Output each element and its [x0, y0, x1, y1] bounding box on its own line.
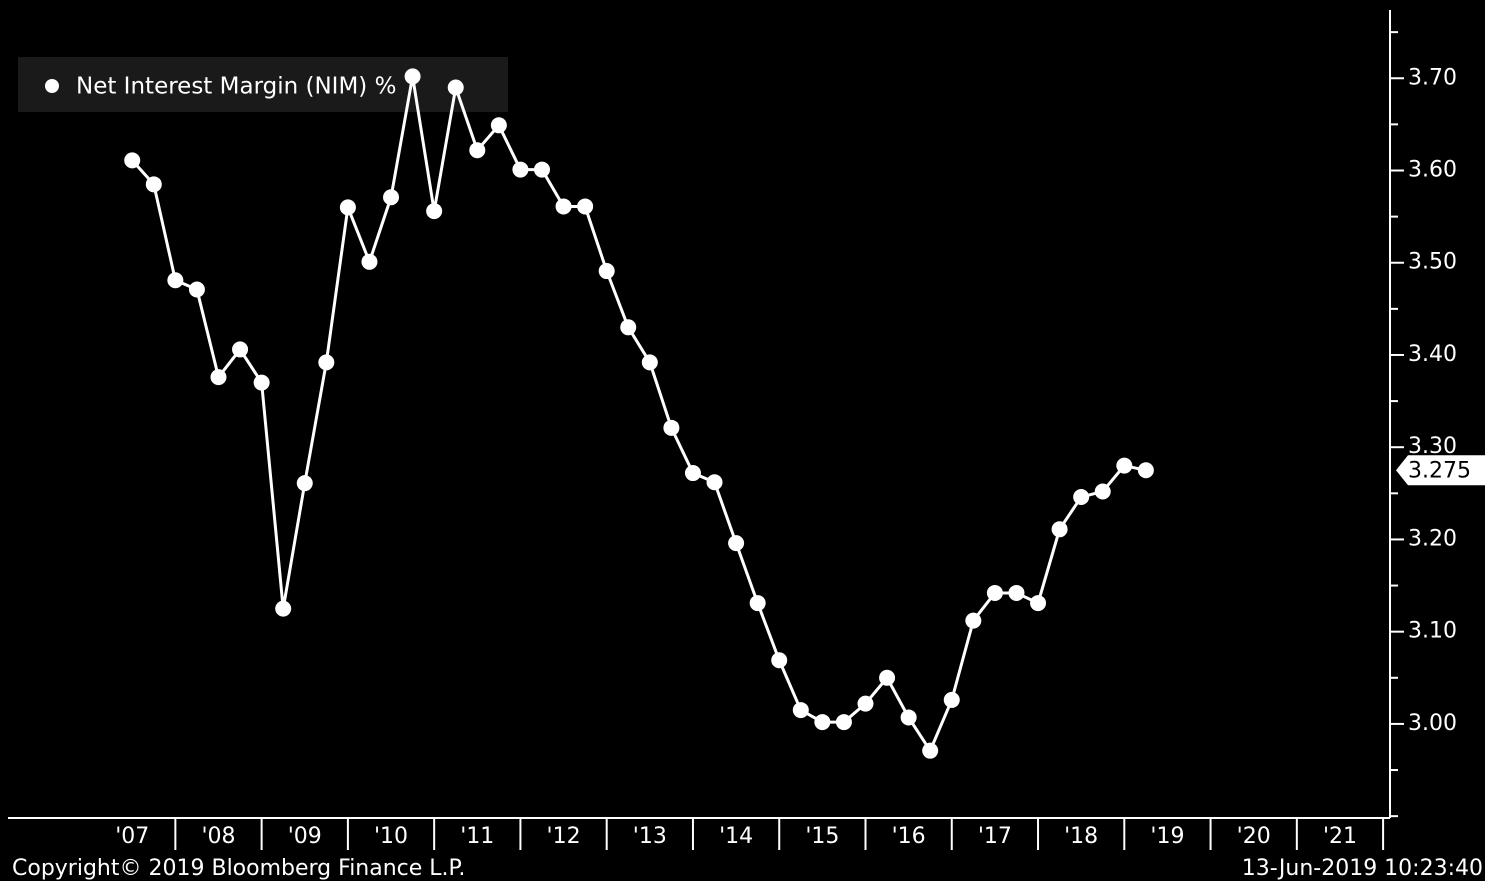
- data-point: [533, 161, 550, 178]
- data-point: [814, 714, 831, 731]
- x-tick-label: '20: [1237, 824, 1271, 849]
- data-point: [555, 198, 572, 215]
- data-point: [1073, 489, 1090, 506]
- x-tick-label: '19: [1150, 824, 1184, 849]
- x-tick-label: '07: [115, 824, 149, 849]
- data-point: [577, 198, 594, 215]
- x-tick-label: '10: [374, 824, 408, 849]
- data-point: [749, 595, 766, 612]
- data-point: [447, 79, 464, 96]
- data-point: [232, 341, 249, 358]
- y-tick-label: 3.10: [1408, 619, 1457, 644]
- data-point: [339, 199, 356, 216]
- data-point: [1030, 595, 1047, 612]
- data-point: [728, 535, 745, 552]
- data-point: [253, 374, 270, 391]
- data-point: [167, 272, 184, 289]
- data-point: [986, 584, 1003, 601]
- data-point: [426, 203, 443, 220]
- data-point: [275, 600, 292, 617]
- data-point: [965, 612, 982, 629]
- legend-label: Net Interest Margin (NIM) %: [76, 74, 396, 100]
- data-point: [792, 702, 809, 719]
- x-tick-label: '17: [978, 824, 1012, 849]
- data-point: [835, 714, 852, 731]
- y-tick-label: 3.60: [1408, 157, 1457, 182]
- data-point: [900, 709, 917, 726]
- footer-copyright: Copyright© 2019 Bloomberg Finance L.P.: [12, 856, 465, 881]
- data-point: [1051, 521, 1068, 538]
- data-point: [598, 263, 615, 280]
- legend-box: [18, 57, 508, 112]
- data-point: [706, 474, 723, 491]
- last-value-callout: [1396, 455, 1485, 486]
- data-point: [210, 369, 227, 386]
- data-point: [943, 691, 960, 708]
- x-tick-label: '08: [201, 824, 235, 849]
- data-point: [1008, 584, 1025, 601]
- data-point: [512, 161, 529, 178]
- data-point: [296, 475, 313, 492]
- x-tick-label: '14: [719, 824, 753, 849]
- data-point: [879, 669, 896, 686]
- data-point: [145, 176, 162, 193]
- data-point: [404, 68, 421, 85]
- data-point: [771, 652, 788, 669]
- data-point: [490, 117, 507, 134]
- y-tick-label: 3.70: [1408, 65, 1457, 90]
- data-point: [469, 142, 486, 159]
- x-tick-label: '15: [805, 824, 839, 849]
- last-value-label: 3.275: [1408, 458, 1471, 483]
- data-point: [188, 281, 205, 298]
- data-point: [663, 419, 680, 436]
- data-point: [922, 742, 939, 759]
- y-tick-label: 3.20: [1408, 526, 1457, 551]
- data-point: [124, 152, 141, 169]
- y-tick-label: 3.50: [1408, 250, 1457, 275]
- data-point: [1116, 457, 1133, 474]
- x-tick-label: '12: [547, 824, 581, 849]
- data-point: [620, 319, 637, 336]
- data-point: [857, 695, 874, 712]
- data-point: [318, 354, 335, 371]
- x-tick-label: '11: [460, 824, 494, 849]
- data-point: [641, 354, 658, 371]
- data-point: [361, 253, 378, 270]
- data-point: [1137, 462, 1154, 479]
- data-point: [684, 465, 701, 482]
- x-tick-label: '09: [288, 824, 322, 849]
- footer-timestamp: 13-Jun-2019 10:23:40: [1242, 856, 1483, 881]
- y-tick-label: 3.30: [1408, 434, 1457, 459]
- legend-marker: [45, 79, 59, 93]
- x-tick-label: '13: [633, 824, 667, 849]
- x-tick-label: '18: [1064, 824, 1098, 849]
- x-tick-label: '21: [1323, 824, 1357, 849]
- y-tick-label: 3.00: [1408, 711, 1457, 736]
- data-point: [1094, 483, 1111, 500]
- y-tick-label: 3.40: [1408, 342, 1457, 367]
- data-point: [383, 189, 400, 206]
- x-tick-label: '16: [892, 824, 926, 849]
